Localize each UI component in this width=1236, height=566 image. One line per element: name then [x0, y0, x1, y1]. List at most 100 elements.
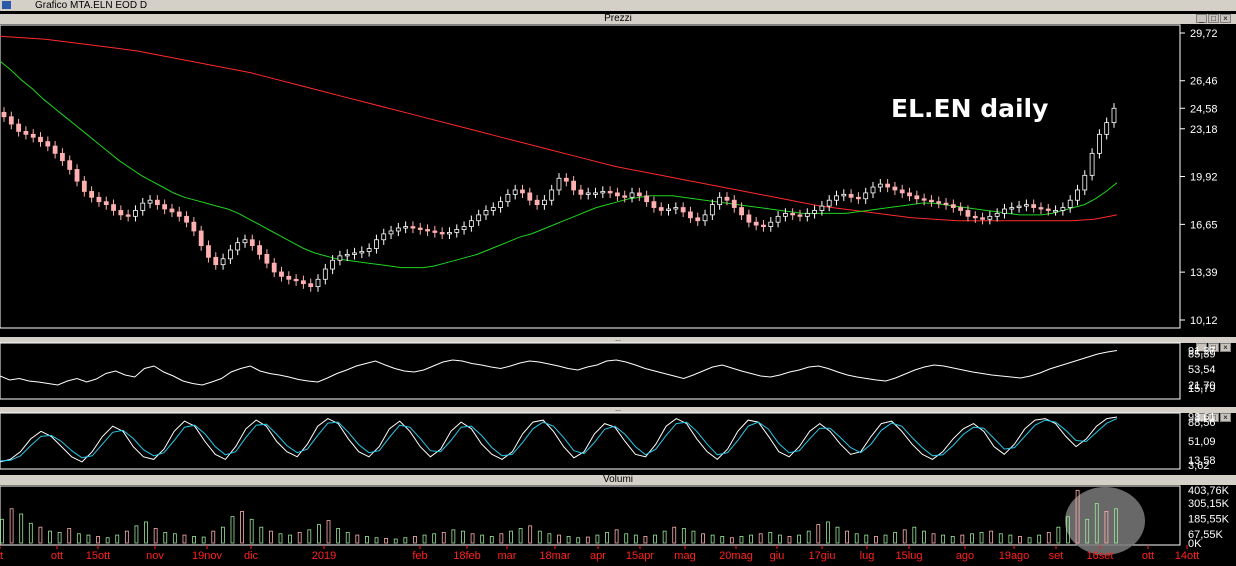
- price-candle-body: [972, 215, 978, 219]
- volume-bar: [739, 536, 744, 544]
- price-candle-body: [184, 215, 189, 223]
- volume-bar: [268, 530, 273, 544]
- volume-bar: [297, 532, 302, 544]
- price-candle-body: [899, 189, 905, 194]
- volume-bar: [1008, 534, 1013, 544]
- volume-bar: [509, 530, 513, 544]
- volume-bar: [989, 530, 994, 544]
- rsi-ytick-label: 53,54: [1188, 364, 1216, 376]
- price-candle-body: [753, 221, 759, 226]
- volume-bar: [835, 526, 840, 544]
- price-candle-body: [768, 221, 774, 227]
- price-candle-body: [929, 199, 934, 203]
- price-candle-body: [593, 192, 598, 195]
- x-tick-label: 19nov: [192, 550, 222, 562]
- volume-bar: [470, 533, 475, 544]
- volume-bar: [288, 534, 293, 544]
- price-candle-body: [439, 232, 445, 235]
- volume-bar: [182, 534, 187, 544]
- price-candle-body: [23, 130, 29, 135]
- volume-panel-header: Volumi: [0, 475, 1236, 485]
- price-candle-body: [877, 183, 883, 188]
- price-candle-body: [308, 283, 314, 288]
- price-candle-body: [797, 214, 803, 217]
- window-titlebar: Grafico MTA.ELN EOD D: [0, 0, 1236, 11]
- price-candle-body: [359, 251, 365, 254]
- volume-bar: [710, 534, 715, 544]
- maximize-button[interactable]: □: [1208, 14, 1219, 23]
- price-candle-body: [264, 253, 270, 264]
- prices-panel-header: Prezzi: [0, 14, 1236, 24]
- volume-bar: [979, 532, 984, 544]
- price-candle-body: [16, 123, 22, 132]
- volume-bar: [605, 532, 609, 544]
- price-candle-body: [571, 180, 577, 191]
- volume-bar: [912, 526, 917, 544]
- price-candle-body: [403, 226, 409, 229]
- volume-bar: [1018, 536, 1022, 544]
- rsi-maximize-button[interactable]: □: [1208, 343, 1219, 352]
- price-candle-body: [848, 193, 854, 198]
- price-candle-body: [81, 180, 87, 192]
- price-candle-body: [330, 259, 336, 270]
- price-candle-body: [498, 201, 503, 208]
- x-tick-label: set: [1049, 550, 1064, 562]
- stoch-minimize-button[interactable]: _: [1196, 413, 1207, 422]
- price-candle-body: [344, 253, 350, 257]
- price-candle-body: [541, 199, 547, 206]
- volume-bar: [1094, 503, 1099, 544]
- volume-bar: [1114, 508, 1118, 544]
- price-candle-body: [534, 199, 540, 206]
- stoch-ytick-label: 51,09: [1188, 436, 1216, 448]
- price-candle-body: [731, 199, 737, 208]
- x-tick-label: nov: [146, 550, 164, 562]
- volume-bar: [893, 532, 898, 544]
- volume-bar: [317, 524, 321, 544]
- price-candle-body: [154, 199, 160, 206]
- volume-bar: [115, 534, 120, 544]
- stoch-close-button[interactable]: ×: [1220, 413, 1231, 422]
- volume-bar: [998, 533, 1003, 544]
- price-candle-body: [235, 242, 241, 251]
- volume-bar: [941, 534, 946, 544]
- price-candle-body: [856, 196, 861, 200]
- volume-bar: [729, 537, 734, 544]
- volume-bar: [28, 522, 33, 544]
- minimize-button[interactable]: _: [1196, 14, 1207, 23]
- rsi-minimize-button[interactable]: _: [1196, 343, 1207, 352]
- rsi-close-button[interactable]: ×: [1220, 343, 1231, 352]
- volume-bar: [1056, 526, 1061, 544]
- rsi-ytick-label: 15,79: [1188, 383, 1216, 395]
- panel-frame-3: [0, 485, 1181, 546]
- price-candle-body: [651, 201, 657, 208]
- close-button[interactable]: ×: [1220, 14, 1231, 23]
- price-candle-body: [271, 262, 277, 273]
- price-candle-body: [673, 207, 679, 210]
- volume-bar: [768, 532, 773, 544]
- x-tick-label: 18feb: [453, 550, 481, 562]
- volume-bar: [211, 530, 216, 544]
- price-candle-body: [688, 211, 693, 219]
- x-tick-label: mag: [674, 550, 695, 562]
- x-tick-label: 19ago: [999, 550, 1030, 562]
- volume-bar: [1046, 532, 1051, 544]
- x-tick-label: 2019: [312, 550, 336, 562]
- x-tick-label: 17giu: [809, 550, 836, 562]
- volume-bar: [134, 525, 139, 544]
- volume-bar: [883, 534, 888, 544]
- price-candle-body: [622, 195, 628, 198]
- price-candle-body: [1067, 199, 1073, 208]
- price-candle-body: [476, 214, 482, 222]
- price-candle-body: [111, 204, 116, 211]
- x-tick-label: lug: [860, 550, 875, 562]
- volume-bar: [614, 529, 619, 544]
- price-candle-body: [30, 133, 36, 138]
- price-candle-body: [213, 256, 219, 266]
- volume-bar: [19, 513, 24, 544]
- price-candle-body: [709, 204, 715, 216]
- stoch-maximize-button[interactable]: □: [1208, 413, 1219, 422]
- price-candle-body: [1016, 205, 1022, 208]
- volume-bar: [672, 526, 677, 544]
- price-candle-body: [644, 195, 650, 203]
- volume-header-label: Volumi: [602, 474, 633, 485]
